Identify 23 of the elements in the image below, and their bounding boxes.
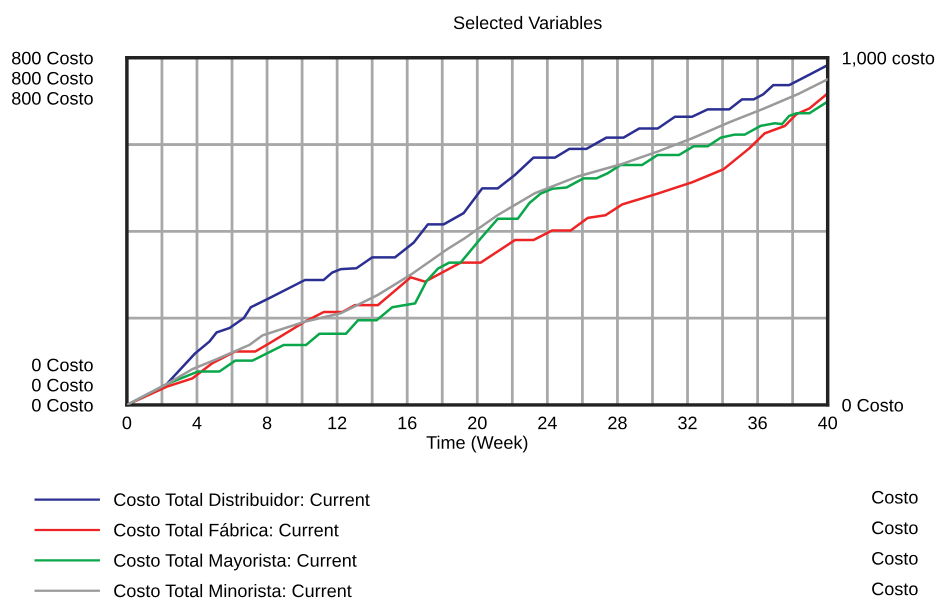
text: Costo <box>872 552 918 565</box>
text: Costo <box>872 490 918 504</box>
x-tick-label: 40 <box>818 416 838 430</box>
x-tick-label: 36 <box>748 416 767 430</box>
y2-tick-label: 1,000 costo <box>842 52 934 67</box>
text: Costo <box>872 521 918 534</box>
y2-tick-label: 0 Costo <box>842 398 904 412</box>
x-tick-label: 24 <box>538 416 557 430</box>
chart-title: Selected Variables <box>454 16 602 30</box>
x-axis-title: Time (Week) <box>426 436 528 452</box>
text: Costo <box>872 582 918 596</box>
legend-label: Costo Total Minorista: Current <box>114 584 352 598</box>
x-tick-label: 8 <box>262 416 272 430</box>
x-tick-label: 32 <box>678 416 697 430</box>
x-tick-label: 28 <box>608 416 627 430</box>
x-tick-label: 16 <box>398 416 416 430</box>
legend-label: Costo Total Fábrica: Current <box>114 522 339 536</box>
x-tick-label: 4 <box>192 416 202 430</box>
legend-label: Costo Total Mayorista: Current <box>114 554 357 570</box>
x-tick-label: 20 <box>468 416 487 430</box>
legend-label: Costo Total Distribuidor: Current <box>114 492 370 506</box>
x-tick-label: 12 <box>328 416 346 430</box>
x-tick-label: 0 <box>122 416 132 430</box>
